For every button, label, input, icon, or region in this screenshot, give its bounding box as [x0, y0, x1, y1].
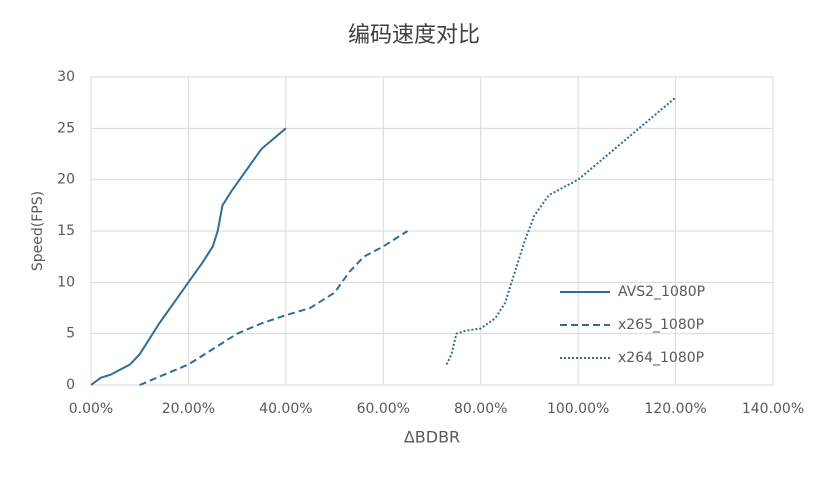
- y-tick-label: 5: [66, 326, 75, 342]
- x-tick-label: 120.00%: [644, 401, 706, 417]
- x-tick-label: 60.00%: [357, 401, 410, 417]
- chart-title: 编码速度对比: [348, 23, 480, 48]
- x-tick-label: 0.00%: [69, 401, 113, 417]
- legend-label: AVS2_1080P: [618, 284, 705, 300]
- x-tick-label: 80.00%: [454, 401, 507, 417]
- y-axis-label: Speed(FPS): [30, 191, 46, 271]
- y-tick-label: 15: [57, 223, 75, 239]
- x-axis-label: ΔBDBR: [404, 428, 460, 447]
- x-tick-label: 40.00%: [259, 401, 312, 417]
- x-tick-label: 20.00%: [162, 401, 215, 417]
- y-tick-label: 20: [57, 172, 75, 188]
- x-tick-label: 140.00%: [742, 401, 804, 417]
- legend-label: x265_1080P: [618, 317, 704, 333]
- series-line: [90, 127, 287, 386]
- legend-label: x264_1080P: [618, 350, 704, 366]
- x-tick-label: 100.00%: [547, 401, 609, 417]
- y-tick-label: 0: [66, 377, 75, 393]
- series-line: [445, 96, 677, 365]
- y-tick-label: 25: [57, 120, 75, 136]
- y-tick-label: 10: [57, 274, 75, 290]
- y-tick-label: 30: [57, 69, 75, 85]
